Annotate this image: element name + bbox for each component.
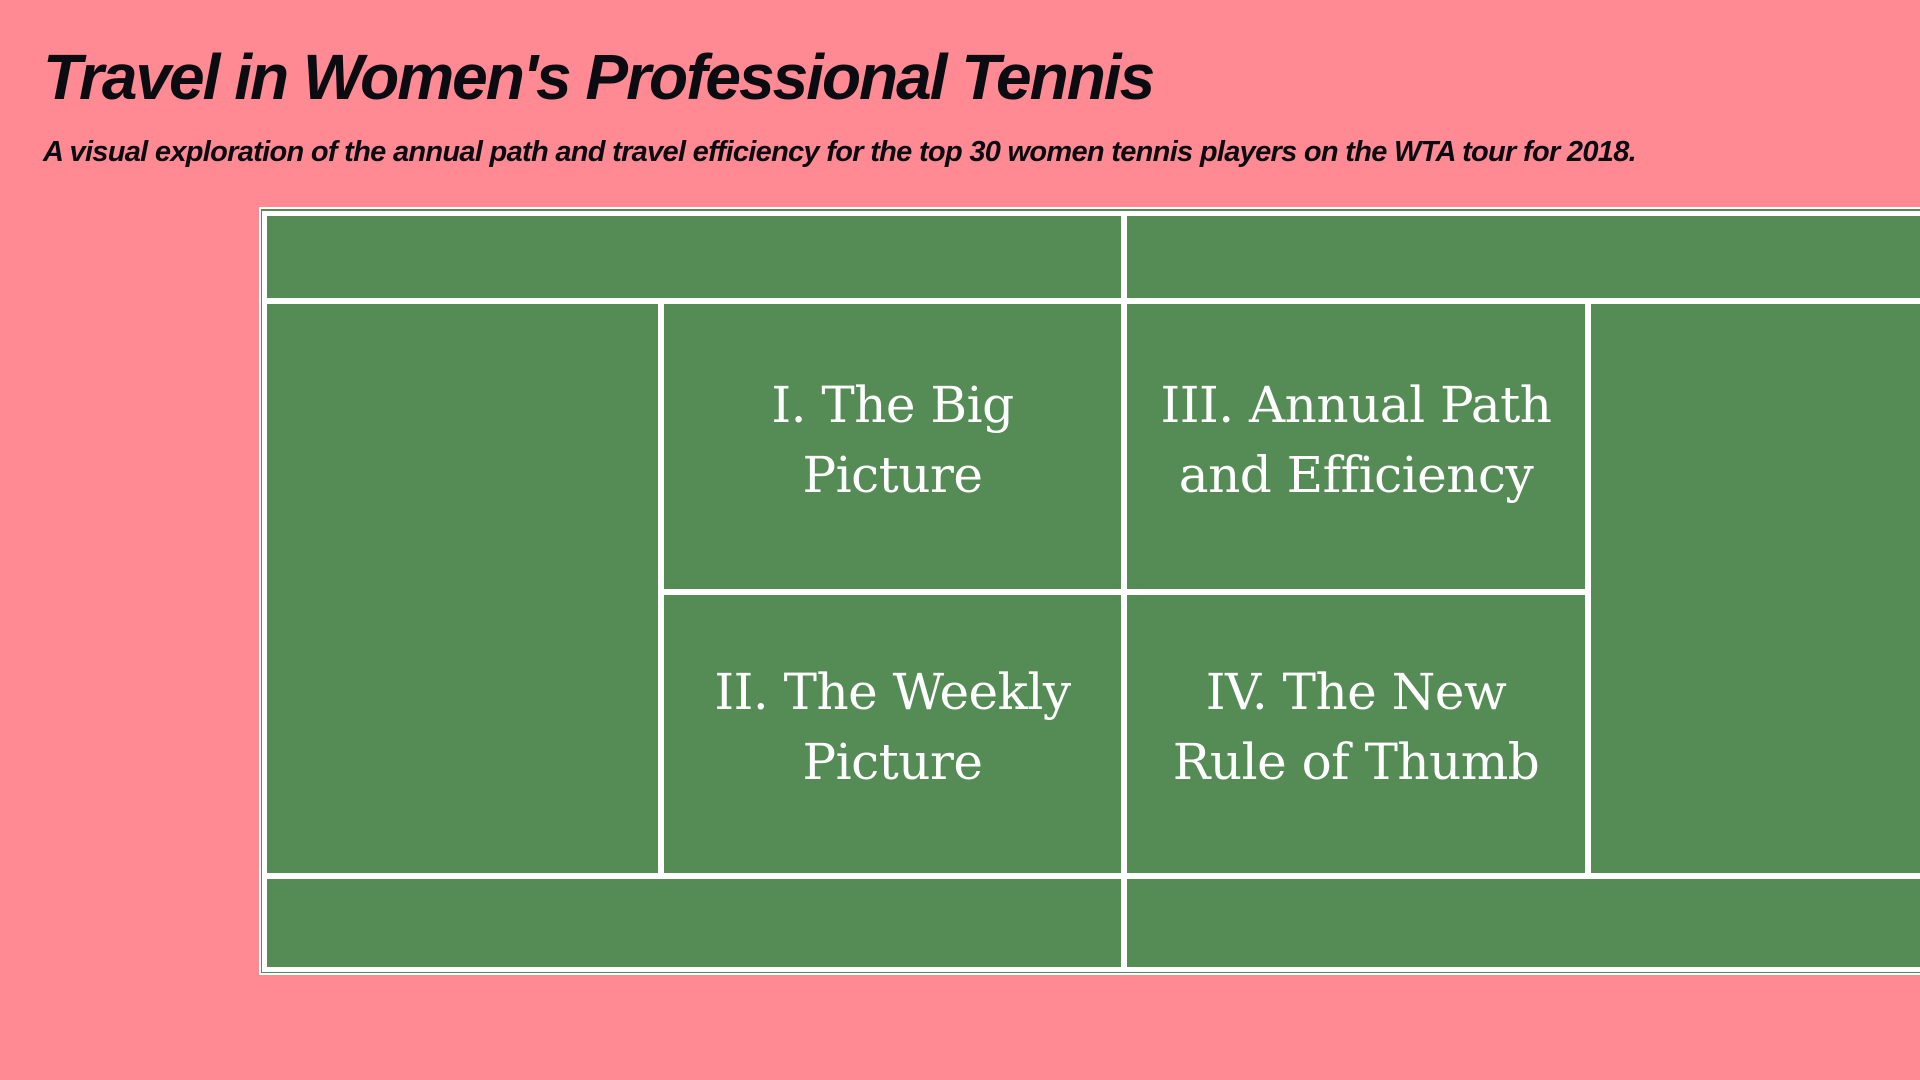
section-link-big-picture[interactable]: I. The Big Picture xyxy=(664,304,1121,589)
section-link-annual-path[interactable]: III. Annual Path and Efficiency xyxy=(1127,304,1585,589)
section-label-weekly-picture: II. The Weekly Picture xyxy=(714,663,1071,791)
court-service-line-right xyxy=(1585,304,1591,873)
court-service-line-left xyxy=(658,304,664,873)
section-link-weekly-picture[interactable]: II. The Weekly Picture xyxy=(664,595,1121,873)
page-subtitle: A visual exploration of the annual path … xyxy=(43,136,1637,168)
section-label-rule-of-thumb: IV. The New Rule of Thumb xyxy=(1172,663,1540,791)
section-link-rule-of-thumb[interactable]: IV. The New Rule of Thumb xyxy=(1127,595,1585,873)
page-title: Travel in Women's Professional Tennis xyxy=(43,41,1155,113)
court-doubles-line-top xyxy=(262,298,1920,304)
court-center-service-line xyxy=(664,589,1585,595)
section-label-big-picture: I. The Big Picture xyxy=(771,375,1014,504)
section-label-annual-path: III. Annual Path and Efficiency xyxy=(1160,375,1552,504)
court-doubles-line-bottom xyxy=(262,873,1920,879)
